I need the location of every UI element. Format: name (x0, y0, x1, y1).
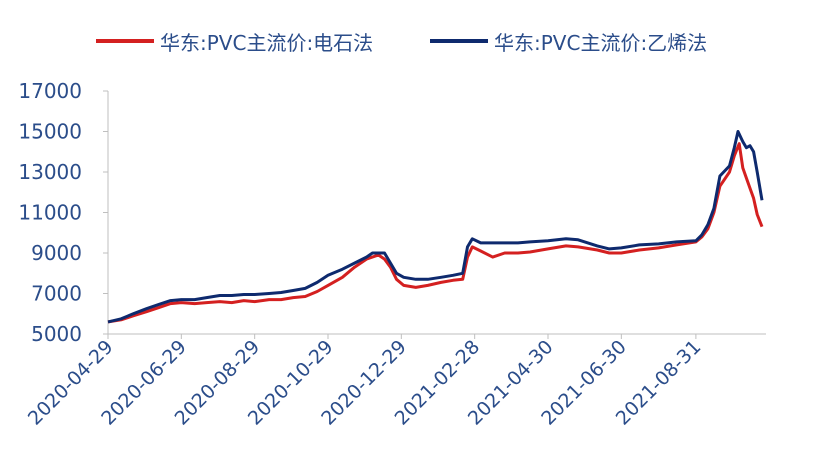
legend-swatch-carbide (96, 39, 154, 43)
series-line-ethylene (107, 130, 764, 324)
legend-item-carbide: 华东:PVC主流价:电石法 (96, 26, 373, 56)
series-line-carbide (107, 142, 764, 324)
legend: 华东:PVC主流价:电石法 华东:PVC主流价:乙烯法 (0, 26, 830, 56)
y-tick-label: 17000 (18, 79, 82, 103)
y-tick-label: 15000 (18, 120, 82, 144)
y-tick-label: 5000 (31, 322, 82, 346)
y-tick-label: 7000 (31, 282, 82, 306)
y-tick-label: 13000 (18, 160, 82, 184)
legend-label-ethylene: 华东:PVC主流价:乙烯法 (494, 30, 708, 55)
y-tick-label: 9000 (31, 241, 82, 265)
legend-label-carbide: 华东:PVC主流价:电石法 (160, 30, 374, 55)
legend-item-ethylene: 华东:PVC主流价:乙烯法 (430, 26, 707, 56)
y-tick-label: 11000 (18, 201, 82, 225)
legend-swatch-ethylene (430, 39, 488, 43)
